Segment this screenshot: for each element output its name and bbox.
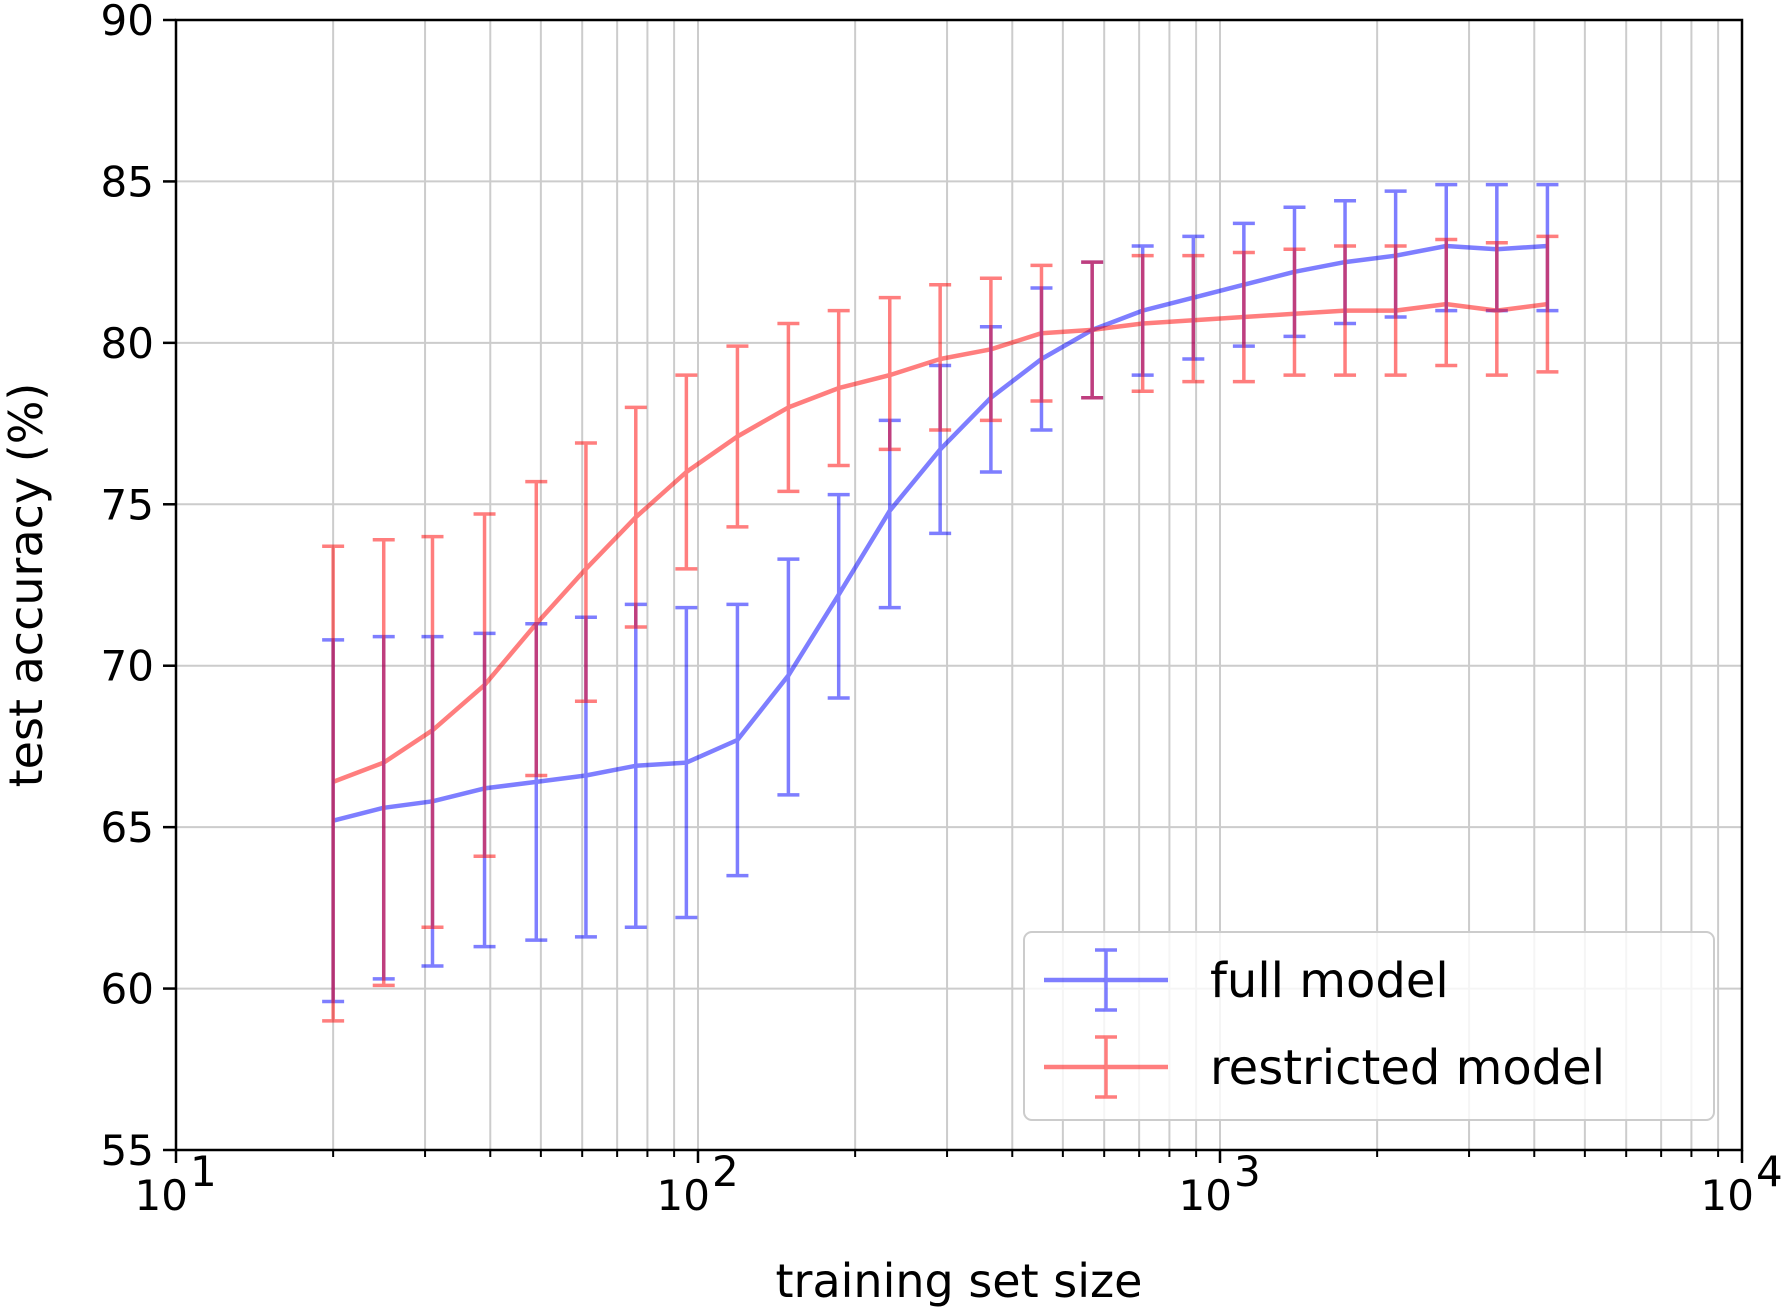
series-line <box>332 301 1548 785</box>
x-tick-label: 10 1 <box>135 1147 217 1220</box>
x-tick-exponent: 2 <box>712 1147 739 1196</box>
x-tick-exponent: 3 <box>1234 1147 1261 1196</box>
plot-series <box>322 182 1559 1023</box>
y-tick-label: 60 <box>101 965 154 1014</box>
y-axis-title: test accuracy (%) <box>0 383 53 788</box>
y-tick-label: 70 <box>101 642 154 691</box>
x-axis-title: training set size <box>776 1254 1143 1308</box>
y-tick-label: 65 <box>101 803 154 852</box>
x-tick-label: 10 2 <box>657 1147 739 1220</box>
legend: full model restricted model <box>1023 931 1715 1121</box>
legend-entry: full model <box>1044 948 1449 1012</box>
x-tick-label: 10 4 <box>1701 1147 1783 1220</box>
x-tick-base: 10 <box>1179 1171 1232 1220</box>
x-tick-label: 10 3 <box>1179 1147 1261 1220</box>
y-tick-label: 80 <box>101 319 154 368</box>
x-tick-base: 10 <box>135 1171 188 1220</box>
x-tick-base: 10 <box>657 1171 710 1220</box>
legend-symbol <box>1044 1035 1168 1099</box>
series-restricted-model <box>322 234 1559 1023</box>
axes-frame <box>174 18 1744 1152</box>
legend-box <box>1023 931 1715 1121</box>
legend-label: full model <box>1210 953 1449 1009</box>
legend-symbol <box>1044 948 1168 1012</box>
x-tick-exponent: 1 <box>190 1147 217 1196</box>
x-tick-exponent: 4 <box>1756 1147 1783 1196</box>
y-tick-label: 90 <box>101 0 154 45</box>
legend-label: restricted model <box>1210 1040 1605 1096</box>
y-tick-label: 75 <box>101 480 154 529</box>
x-tick-base: 10 <box>1701 1171 1754 1220</box>
y-tick-label: 55 <box>101 1126 154 1175</box>
legend-entry: restricted model <box>1044 1035 1605 1099</box>
y-tick-label: 85 <box>101 157 154 206</box>
